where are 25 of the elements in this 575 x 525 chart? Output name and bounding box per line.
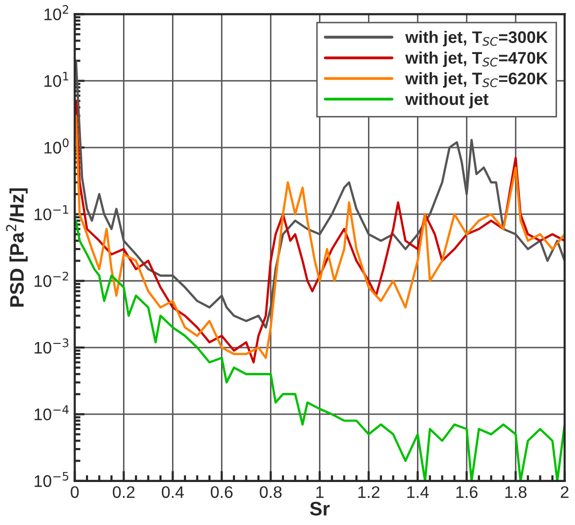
legend-label: with jet, T$_{SC}$=620K bbox=[405, 72, 548, 88]
y-tick-label: 10$^{−1}$ bbox=[34, 205, 68, 220]
x-tick-label: 0.4 bbox=[162, 486, 184, 498]
x-tick-label: 0.2 bbox=[112, 486, 134, 498]
x-tick-label: 1.8 bbox=[505, 486, 527, 498]
y-tick-label: 10$^{2}$ bbox=[44, 5, 68, 20]
legend-label: with jet, T$_{SC}$=300K bbox=[405, 30, 548, 46]
x-axis-title: Sr bbox=[310, 502, 330, 516]
x-tick-label: 1.6 bbox=[456, 486, 478, 498]
x-tick-label: 1.2 bbox=[358, 486, 380, 498]
y-tick-label: 10$^{−3}$ bbox=[34, 338, 68, 354]
x-tick-label: 1 bbox=[316, 486, 324, 498]
y-tick-label: 10$^{−2}$ bbox=[34, 272, 68, 287]
x-tick-label: 0 bbox=[70, 486, 79, 498]
y-axis-title: PSD [Pa$^{2}$/Hz] bbox=[6, 188, 28, 307]
legend-label: without jet bbox=[405, 92, 488, 108]
y-tick-label: 10$^{−5}$ bbox=[34, 472, 68, 487]
x-tick-label: 2 bbox=[560, 486, 568, 498]
x-tick-label: 1.4 bbox=[407, 486, 429, 498]
legend-label: with jet, T$_{SC}$=470K bbox=[405, 52, 548, 68]
y-tick-label: 10$^{−4}$ bbox=[34, 405, 69, 420]
y-tick-label: 10$^{0}$ bbox=[44, 138, 69, 154]
x-tick-label: 0.8 bbox=[260, 486, 282, 498]
y-tick-label: 10$^{1}$ bbox=[44, 72, 68, 87]
x-tick-label: 0.6 bbox=[210, 486, 233, 498]
